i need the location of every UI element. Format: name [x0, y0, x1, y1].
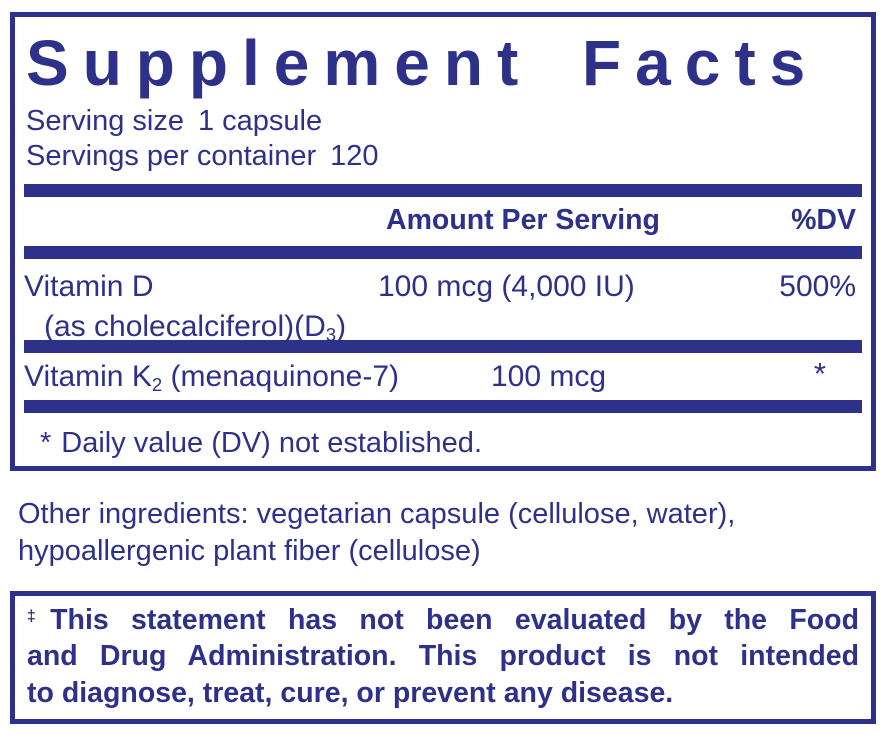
other-ingredients-line: Other ingredients: vegetarian capsule (c…	[18, 498, 736, 530]
divider-bar	[24, 340, 862, 353]
serving-size-line: Serving size 1 capsule	[24, 104, 862, 139]
table-header-row: Amount Per Serving %DV	[24, 197, 862, 246]
servings-per-container-line: Servings per container 120	[24, 139, 862, 174]
vitamin-k2-dv-asterisk: *	[813, 356, 826, 391]
subscript: 3	[325, 323, 337, 345]
footnote-text: Daily value (DV) not established.	[61, 427, 482, 459]
percent-dv-header: %DV	[791, 204, 856, 236]
serving-size-label: Serving size	[26, 105, 184, 137]
servings-per-container-label: Servings per container	[26, 140, 317, 172]
disclaimer-line: to diagnose, treat, cure, or prevent any…	[27, 676, 674, 709]
vitamin-d-source: (as cholecalciferol)(D3)	[44, 310, 347, 345]
vitamin-d-name: Vitamin D	[24, 270, 154, 303]
footnote-asterisk: *	[40, 427, 52, 459]
divider-bar	[24, 184, 862, 197]
subscript: 2	[151, 373, 163, 395]
vitamin-d-amount: 100 mcg (4,000 IU)	[378, 270, 635, 303]
vitamin-d-dv: 500%	[779, 270, 856, 303]
amount-per-serving-header: Amount Per Serving	[386, 204, 660, 236]
divider-bar	[24, 246, 862, 259]
table-row-vitamin-k2: Vitamin K2 (menaquinone-7) 100 mcg *	[24, 353, 862, 400]
disclaimer-line: and Drug Administration. This product is…	[27, 640, 859, 673]
servings-per-container-value: 120	[330, 140, 379, 172]
serving-size-value: 1 capsule	[197, 105, 323, 137]
table-row-vitamin-d: Vitamin D 100 mcg (4,000 IU) 500% (as ch…	[24, 259, 862, 345]
fda-disclaimer-box: ‡This statement has not been evaluated b…	[10, 591, 876, 725]
panel-title: Supplement Facts	[26, 27, 820, 99]
other-ingredients-line: hypoallergenic plant fiber (cellulose)	[18, 535, 481, 567]
vitamin-k2-amount: 100 mcg	[491, 360, 607, 393]
divider-bar	[24, 400, 862, 413]
vitamin-k2-name: Vitamin K2 (menaquinone-7)	[24, 360, 399, 395]
double-dagger-mark: ‡	[27, 608, 51, 625]
supplement-label: Supplement Facts Serving size 1 capsule S…	[0, 12, 886, 734]
dv-footnote: * Daily value (DV) not established.	[24, 413, 862, 460]
other-ingredients: Other ingredients: vegetarian capsule (c…	[18, 496, 876, 570]
supplement-facts-panel: Supplement Facts Serving size 1 capsule S…	[10, 12, 876, 471]
disclaimer-line: ‡This statement has not been evaluated b…	[27, 603, 859, 636]
